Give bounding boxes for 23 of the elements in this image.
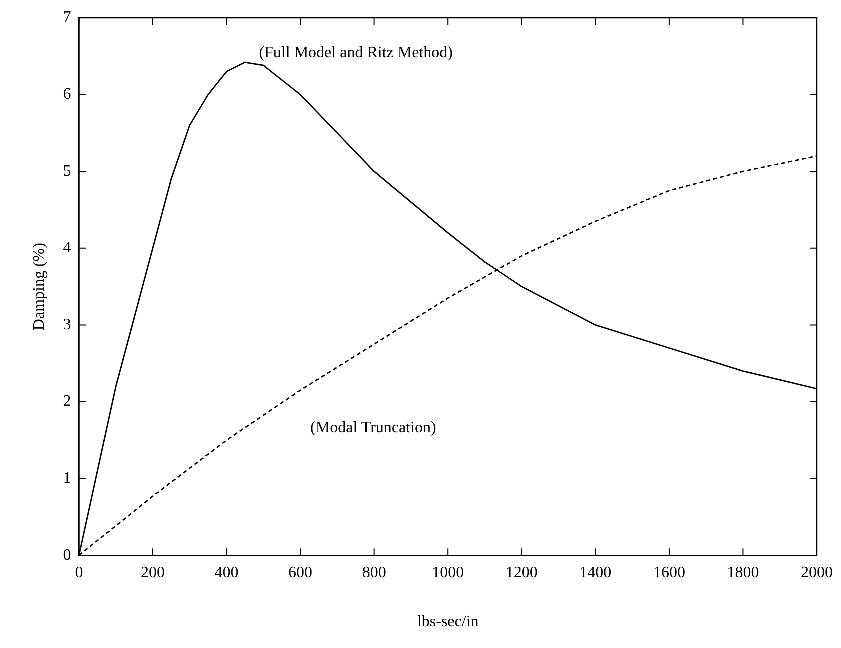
x-tick-label: 1400 [580,564,612,582]
y-tick-label: 1 [63,470,72,488]
x-tick-label: 1200 [506,564,538,582]
x-tick-label: 400 [214,564,239,582]
y-axis-title: Damping (%) [30,243,48,331]
x-tick-label: 0 [75,564,84,582]
x-tick-label: 1600 [653,564,686,582]
y-tick-label: 0 [63,546,72,564]
series-label: (Modal Truncation) [310,420,436,437]
y-tick-label: 4 [63,240,72,257]
y-tick-label: 7 [63,9,72,26]
x-tick-label: 1000 [432,564,464,582]
x-tick-label: 800 [362,564,386,582]
x-tick-label: 200 [140,564,165,582]
series-label: (Full Model and Ritz Method) [259,44,453,62]
x-tick-label: 600 [288,564,313,582]
y-tick-label: 3 [63,316,72,334]
y-tick-label: 5 [63,162,72,180]
x-tick-label: 2000 [801,564,833,582]
x-axis-title: lbs-sec/in [417,614,479,631]
y-tick-label: 2 [63,393,72,410]
x-tick-label: 1800 [727,564,760,582]
y-tick-label: 6 [63,86,72,104]
